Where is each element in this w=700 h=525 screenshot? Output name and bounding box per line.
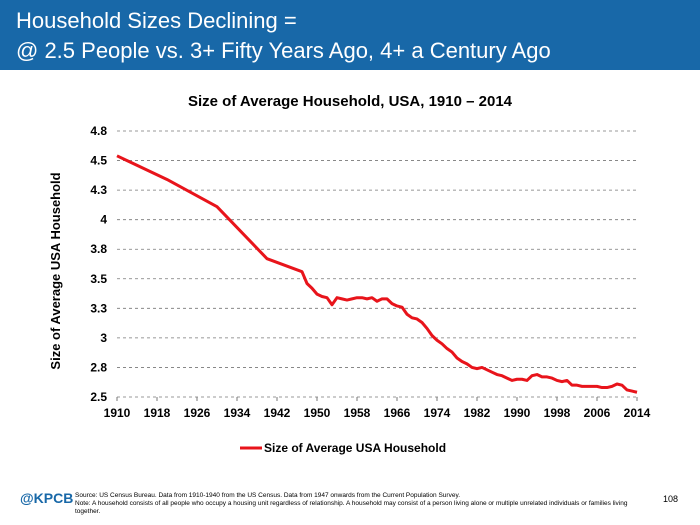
slide-title: Household Sizes Declining = <box>16 8 297 33</box>
x-tick-label: 1990 <box>504 406 531 420</box>
x-tick-label: 1934 <box>224 406 251 420</box>
data-line <box>116 154 638 394</box>
page-number: 108 <box>663 494 678 504</box>
y-axis-label: Size of Average USA Household <box>48 172 63 369</box>
x-tick-label: 1918 <box>144 406 171 420</box>
header-bar <box>0 0 700 70</box>
y-tick-label: 3 <box>100 331 107 345</box>
y-tick-label: 4.8 <box>90 124 107 138</box>
x-tick-label: 1910 <box>104 406 131 420</box>
x-tick-label: 1958 <box>344 406 371 420</box>
y-tick-label: 3.5 <box>90 272 107 286</box>
legend-label: Size of Average USA Household <box>264 441 446 455</box>
slide-title: @ 2.5 People vs. 3+ Fifty Years Ago, 4+ … <box>16 38 551 63</box>
y-tick-label: 3.3 <box>90 301 107 315</box>
chart-title: Size of Average Household, USA, 1910 – 2… <box>188 93 513 110</box>
y-tick-label: 4.3 <box>90 183 107 197</box>
source: Source: US Census Bureau. Data from 1910… <box>75 492 460 499</box>
y-tick-label: 3.8 <box>90 242 107 256</box>
note: Note: A household consists of all people… <box>75 500 628 507</box>
x-tick-label: 1974 <box>424 406 451 420</box>
x-tick-label: 1998 <box>544 406 571 420</box>
x-tick-label: 1926 <box>184 406 211 420</box>
logo: @KPCB <box>20 490 73 506</box>
note: together. <box>75 508 100 515</box>
y-tick-label: 2.8 <box>90 360 107 374</box>
x-tick-label: 1966 <box>384 406 411 420</box>
x-tick-label: 2014 <box>624 406 651 420</box>
x-tick-label: 1950 <box>304 406 331 420</box>
y-tick-label: 4 <box>100 213 107 227</box>
x-tick-label: 1942 <box>264 406 291 420</box>
x-tick-label: 2006 <box>584 406 611 420</box>
x-tick-label: 1982 <box>464 406 491 420</box>
y-tick-label: 2.5 <box>90 390 107 404</box>
y-tick-label: 4.5 <box>90 154 107 168</box>
